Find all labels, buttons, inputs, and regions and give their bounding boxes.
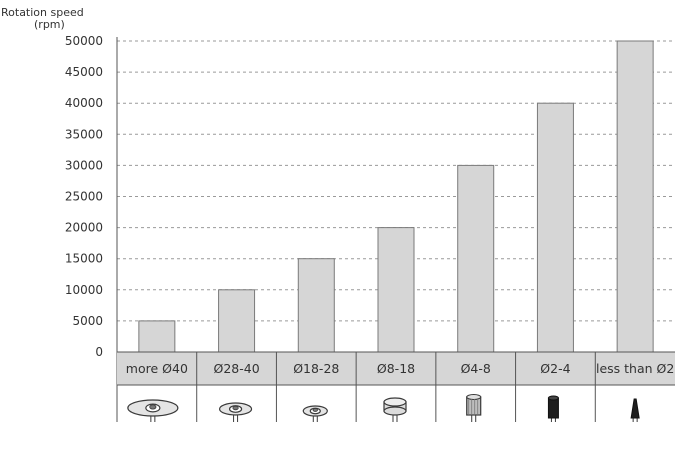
y-tick-label: 50000 <box>65 34 103 48</box>
y-tick-label: 15000 <box>65 252 103 266</box>
bar <box>218 289 256 353</box>
y-axis-unit: (rpm) <box>34 18 65 31</box>
axes: 0 5000 10000 15000 20000 25000 30000 35000 40000… <box>65 34 118 422</box>
y-tick-label: 45000 <box>65 65 103 79</box>
category-label: Ø28-40 <box>213 361 259 376</box>
wheel-tool-icon <box>383 397 407 422</box>
medium-disc-tool-icon <box>218 402 253 422</box>
bar <box>138 320 176 353</box>
category-table: more Ø40 Ø28-40 Ø18-28 Ø8-18 Ø4-8 Ø2-4 less th… <box>117 351 675 422</box>
bar <box>536 102 574 353</box>
bar <box>457 164 495 353</box>
category-label: Ø2-4 <box>540 361 570 376</box>
y-tick-label: 30000 <box>65 158 103 172</box>
category-header-band <box>117 352 675 385</box>
category-label: more Ø40 <box>126 361 188 376</box>
grid-lines <box>117 40 675 322</box>
y-tick-label: 25000 <box>65 190 103 204</box>
y-tick-label: 40000 <box>65 96 103 110</box>
slim-burr-icon <box>547 395 559 422</box>
category-label: Ø4-8 <box>461 361 491 376</box>
category-label: Ø8-18 <box>377 361 415 376</box>
y-tick-label: 35000 <box>65 127 103 141</box>
y-tick-label: 10000 <box>65 283 103 297</box>
y-axis-title: Rotation speed <box>1 6 84 19</box>
cylinder-burr-icon <box>466 394 482 422</box>
small-disc-tool-icon <box>302 405 328 422</box>
y-tick-label: 0 <box>95 345 103 359</box>
y-tick-label: 5000 <box>72 314 103 328</box>
category-label: less than Ø2 <box>596 361 674 376</box>
bar <box>377 227 415 353</box>
bar <box>297 258 335 353</box>
bar <box>616 40 654 353</box>
bars <box>138 40 654 353</box>
tapered-point-icon <box>630 398 640 422</box>
category-label: Ø18-28 <box>293 361 339 376</box>
large-disc-tool-icon <box>127 399 179 422</box>
y-tick-label: 20000 <box>65 221 103 235</box>
